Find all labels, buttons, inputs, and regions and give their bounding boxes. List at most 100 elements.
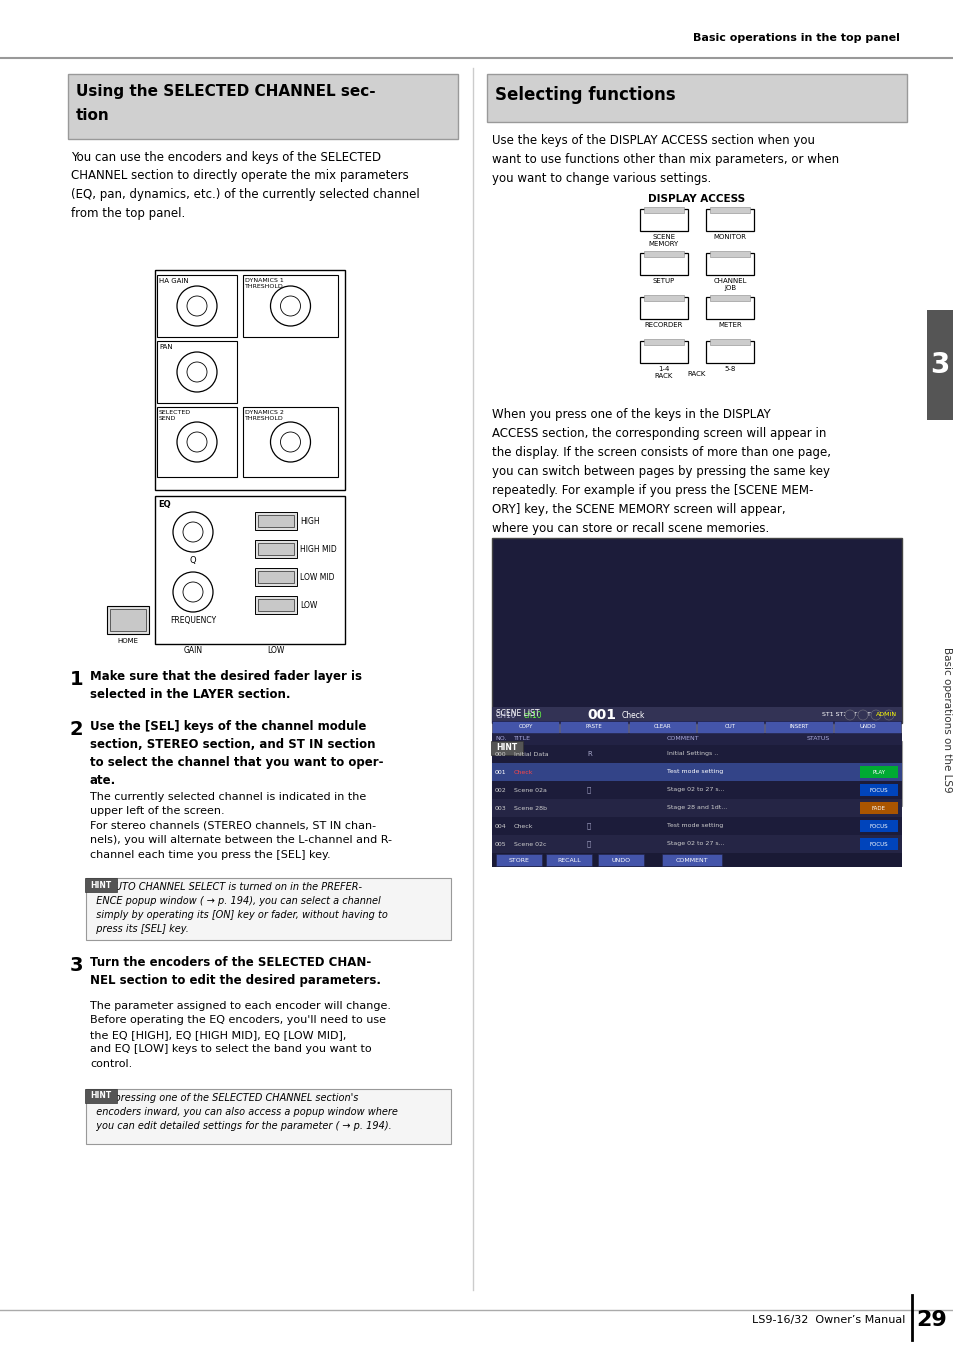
Text: RECALL: RECALL: [557, 858, 580, 862]
Text: Check: Check: [514, 770, 533, 774]
Text: • If AUTO CHANNEL SELECT is turned on in the PREFER-
  ENCE popup window ( → p. : • If AUTO CHANNEL SELECT is turned on in…: [90, 882, 388, 934]
Text: You can use the encoders and keys of the SELECTED
CHANNEL section to directly op: You can use the encoders and keys of the…: [71, 151, 419, 219]
Text: Stage 28 and 1dt...: Stage 28 and 1dt...: [666, 805, 726, 811]
Bar: [157, 340, 236, 403]
Text: EQ: EQ: [158, 500, 171, 509]
Bar: [628, 721, 696, 734]
FancyBboxPatch shape: [491, 740, 522, 755]
Text: PLAY: PLAY: [872, 770, 884, 774]
Bar: [492, 707, 901, 723]
Text: DISPLAY ACCESS: DISPLAY ACCESS: [648, 195, 745, 204]
Bar: [859, 838, 897, 850]
Text: ADMIN: ADMIN: [875, 712, 896, 717]
FancyBboxPatch shape: [85, 1089, 117, 1102]
Text: Selecting functions: Selecting functions: [495, 86, 675, 104]
Text: 002: 002: [495, 788, 506, 793]
Text: Initial Data: Initial Data: [514, 751, 548, 757]
Text: 2: 2: [70, 720, 84, 739]
Text: HINT: HINT: [496, 743, 517, 753]
Text: UNDO: UNDO: [611, 858, 630, 862]
Text: SETUP: SETUP: [652, 278, 675, 284]
Text: Turn the encoders of the SELECTED CHAN-
NEL section to edit the desired paramete: Turn the encoders of the SELECTED CHAN- …: [90, 957, 380, 988]
Text: LOW MID: LOW MID: [299, 573, 335, 581]
Text: TITLE: TITLE: [514, 736, 531, 742]
Bar: [157, 407, 236, 477]
Text: CUT: CUT: [724, 724, 736, 730]
Text: HINT: HINT: [91, 1092, 112, 1101]
Bar: [859, 784, 897, 796]
Bar: [705, 209, 753, 231]
Bar: [697, 721, 763, 734]
Text: 001: 001: [586, 708, 616, 721]
Bar: [254, 596, 296, 613]
Text: FOCUS: FOCUS: [869, 788, 887, 793]
Bar: [705, 253, 753, 276]
Text: LOW: LOW: [299, 600, 317, 609]
Circle shape: [172, 512, 213, 553]
Text: • By pressing one of the SELECTED CHANNEL section's
  encoders inward, you can a: • By pressing one of the SELECTED CHANNE…: [90, 1093, 397, 1131]
Text: Initial Settings ..: Initial Settings ..: [666, 751, 718, 757]
Bar: [254, 512, 296, 530]
Text: Scene 02c: Scene 02c: [514, 842, 546, 847]
Text: SCENE LIST: SCENE LIST: [496, 709, 539, 719]
Circle shape: [183, 582, 203, 603]
Text: DYNAMICS 1
THRESHOLD: DYNAMICS 1 THRESHOLD: [245, 278, 283, 289]
Bar: [598, 854, 643, 866]
Bar: [552, 709, 569, 721]
Text: tion: tion: [76, 108, 110, 123]
Bar: [86, 1089, 451, 1144]
Circle shape: [280, 296, 300, 316]
Text: Use the keys of the DISPLAY ACCESS section when you
want to use functions other : Use the keys of the DISPLAY ACCESS secti…: [492, 134, 839, 185]
Bar: [705, 340, 753, 363]
Text: SELECTED
SEND: SELECTED SEND: [159, 409, 191, 422]
Text: HOME: HOME: [117, 638, 138, 644]
Text: COPY: COPY: [517, 724, 533, 730]
FancyBboxPatch shape: [85, 878, 117, 892]
Text: INSERT: INSERT: [788, 724, 808, 730]
Text: 5-8: 5-8: [723, 366, 735, 372]
Bar: [705, 297, 753, 319]
Bar: [492, 852, 901, 867]
Bar: [492, 707, 901, 721]
Circle shape: [857, 711, 867, 720]
Text: CH10: CH10: [496, 711, 517, 720]
Text: HA GAIN: HA GAIN: [159, 278, 189, 284]
Bar: [492, 538, 901, 723]
Text: When you press one of the keys in the DISPLAY
ACCESS section, the corresponding : When you press one of the keys in the DI…: [492, 408, 830, 535]
Bar: [492, 817, 901, 835]
Circle shape: [883, 711, 893, 720]
Text: 3: 3: [929, 351, 948, 380]
Text: 001: 001: [495, 770, 506, 774]
Text: 29: 29: [916, 1310, 946, 1329]
Text: Make sure that the desired fader layer is
selected in the LAYER section.: Make sure that the desired fader layer i…: [90, 670, 361, 701]
Bar: [492, 744, 901, 763]
Text: ⚿: ⚿: [586, 823, 591, 830]
Bar: [559, 721, 627, 734]
Circle shape: [271, 422, 310, 462]
Text: ⚿: ⚿: [586, 840, 591, 847]
Text: Basic operations on the LS9: Basic operations on the LS9: [941, 647, 951, 793]
Text: Basic operations in the top panel: Basic operations in the top panel: [693, 32, 899, 43]
Text: Check: Check: [514, 824, 533, 828]
Text: Test mode setting: Test mode setting: [666, 770, 722, 774]
Bar: [492, 798, 901, 817]
Bar: [661, 854, 721, 866]
Bar: [154, 270, 345, 490]
Text: Using the SELECTED CHANNEL sec-: Using the SELECTED CHANNEL sec-: [76, 84, 375, 99]
Bar: [639, 209, 687, 231]
Bar: [154, 496, 345, 644]
Bar: [492, 734, 901, 744]
Bar: [243, 407, 337, 477]
Text: 000: 000: [495, 751, 506, 757]
Text: HIGH MID: HIGH MID: [299, 544, 336, 554]
Text: 1-4
RACK: 1-4 RACK: [654, 366, 673, 380]
Bar: [859, 802, 897, 815]
Text: LS9-16/32  Owner’s Manual: LS9-16/32 Owner’s Manual: [751, 1315, 904, 1325]
Bar: [709, 251, 749, 257]
Text: GAIN: GAIN: [183, 646, 202, 655]
Text: METER: METER: [718, 322, 741, 328]
Bar: [243, 276, 337, 336]
Text: ch10: ch10: [523, 711, 542, 720]
Bar: [709, 207, 749, 213]
Circle shape: [177, 353, 216, 392]
